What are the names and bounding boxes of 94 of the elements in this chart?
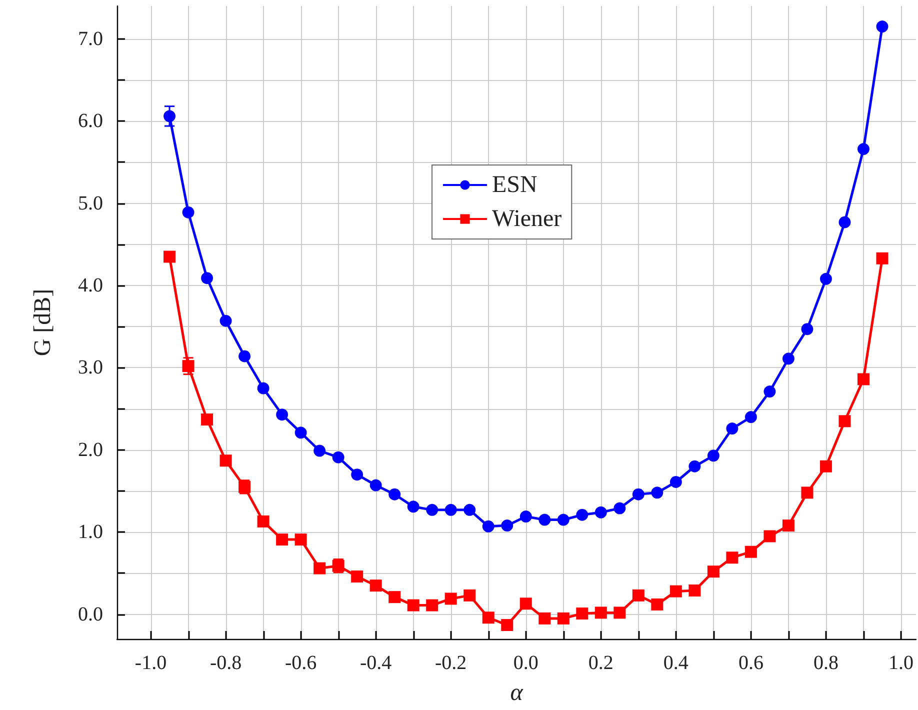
point bbox=[332, 451, 344, 464]
point bbox=[351, 468, 364, 481]
point bbox=[726, 552, 738, 564]
legend-label: Wiener bbox=[492, 206, 562, 232]
point bbox=[576, 608, 588, 620]
x-axis-title: α bbox=[510, 680, 524, 706]
point bbox=[407, 500, 420, 513]
point bbox=[257, 382, 270, 394]
point bbox=[857, 143, 870, 156]
point bbox=[257, 515, 270, 528]
point bbox=[557, 612, 570, 624]
point bbox=[314, 562, 326, 574]
x-tick-label: 0.4 bbox=[663, 652, 688, 674]
point bbox=[782, 352, 794, 365]
x-tick-label: 0.0 bbox=[513, 652, 538, 674]
point bbox=[538, 514, 551, 526]
point bbox=[538, 612, 551, 624]
point bbox=[482, 612, 494, 624]
point bbox=[501, 619, 514, 632]
y-tick-label: 7.0 bbox=[78, 28, 103, 50]
point bbox=[426, 504, 438, 516]
point bbox=[820, 272, 832, 285]
point bbox=[164, 250, 176, 263]
point bbox=[520, 510, 532, 523]
point bbox=[688, 584, 701, 596]
point bbox=[744, 546, 757, 558]
point bbox=[876, 252, 888, 264]
point bbox=[707, 566, 720, 578]
point bbox=[370, 580, 382, 592]
y-tick-label: 0.0 bbox=[78, 603, 103, 626]
x-tick-label: -0.6 bbox=[284, 652, 317, 674]
legend-label: ESN bbox=[492, 172, 538, 198]
point bbox=[801, 323, 814, 336]
point bbox=[444, 504, 457, 516]
y-axis-title: G [dB] bbox=[30, 288, 56, 356]
point bbox=[444, 592, 457, 605]
point bbox=[744, 411, 757, 424]
point bbox=[388, 591, 401, 604]
point bbox=[820, 460, 832, 472]
point bbox=[651, 598, 664, 610]
x-tick-label: -0.8 bbox=[210, 652, 242, 674]
x-tick-label: -0.2 bbox=[435, 652, 467, 674]
y-tick-label: 1.0 bbox=[78, 521, 103, 544]
point bbox=[407, 599, 420, 612]
y-tick-label: 4.0 bbox=[78, 274, 103, 297]
point bbox=[388, 488, 401, 500]
point bbox=[782, 520, 794, 532]
y-tick-label: 3.0 bbox=[78, 356, 103, 379]
x-tick-label: -1.0 bbox=[134, 652, 167, 674]
point bbox=[557, 514, 570, 526]
y-tick-label: 6.0 bbox=[78, 110, 103, 132]
point bbox=[576, 508, 588, 521]
point bbox=[726, 422, 738, 435]
point bbox=[614, 606, 626, 619]
x-tick-label: 0.2 bbox=[588, 652, 614, 674]
point bbox=[838, 216, 851, 228]
point bbox=[220, 454, 232, 467]
point bbox=[294, 426, 307, 439]
point bbox=[764, 530, 776, 542]
point bbox=[294, 534, 307, 546]
point bbox=[594, 506, 607, 518]
point bbox=[670, 476, 682, 488]
point bbox=[651, 486, 664, 499]
point bbox=[857, 373, 870, 386]
point bbox=[201, 414, 214, 426]
point bbox=[464, 504, 476, 516]
x-tick-label: 0.6 bbox=[738, 652, 764, 674]
y-tick-label: 5.0 bbox=[78, 192, 103, 214]
x-tick-label: 0.8 bbox=[813, 652, 838, 674]
point bbox=[632, 488, 644, 500]
point bbox=[482, 520, 494, 532]
point bbox=[201, 272, 214, 284]
point bbox=[801, 486, 814, 499]
point bbox=[501, 520, 514, 532]
point bbox=[764, 386, 776, 398]
point bbox=[614, 502, 626, 514]
point bbox=[314, 444, 326, 457]
point bbox=[182, 206, 194, 218]
x-tick-label: -0.4 bbox=[360, 652, 392, 674]
point bbox=[838, 415, 851, 428]
point bbox=[426, 599, 438, 612]
point bbox=[670, 585, 682, 598]
point bbox=[220, 314, 232, 327]
point bbox=[688, 460, 701, 472]
point bbox=[238, 350, 251, 362]
point bbox=[276, 408, 288, 421]
point bbox=[594, 606, 607, 619]
point bbox=[370, 479, 382, 492]
x-tick-label: 1.0 bbox=[888, 652, 914, 674]
point bbox=[632, 589, 644, 602]
y-tick-label: 2.0 bbox=[78, 438, 103, 461]
point bbox=[276, 534, 288, 546]
point bbox=[707, 450, 720, 462]
point bbox=[876, 20, 888, 33]
